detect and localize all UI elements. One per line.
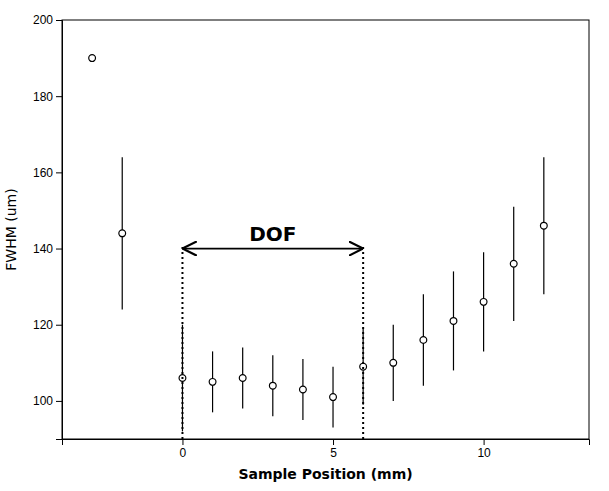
point — [510, 260, 517, 267]
tick: 100 — [33, 394, 62, 408]
series — [89, 55, 547, 432]
point — [89, 55, 96, 62]
point — [209, 378, 216, 385]
y-axis-title: FWHM (um) — [3, 188, 19, 270]
tick-label: 180 — [33, 90, 53, 104]
tick-label: 0 — [180, 446, 187, 460]
point — [450, 318, 457, 325]
tick-mark — [182, 439, 183, 445]
tick-label: 5 — [330, 446, 337, 460]
plot-frame — [62, 20, 589, 439]
dof-boundary — [181, 245, 183, 439]
axis-line — [63, 440, 590, 446]
point — [540, 222, 547, 229]
tick: 0 — [180, 439, 187, 460]
tick-label: 160 — [33, 166, 53, 180]
point — [480, 298, 487, 305]
tick-label: 200 — [33, 13, 53, 27]
point — [420, 337, 427, 344]
point — [300, 386, 307, 393]
point — [119, 230, 126, 237]
x-axis: 0 5 10 — [63, 439, 590, 460]
tick: 10 — [477, 439, 491, 460]
annotations: DOF — [182, 222, 363, 439]
tick-mark — [56, 96, 62, 97]
tick-mark — [333, 439, 334, 445]
tick: 140 — [33, 242, 62, 256]
plot: 0 5 10 100 120 140 160 180 200 DOF — [33, 13, 590, 459]
point — [239, 375, 246, 382]
tick-mark — [56, 172, 62, 173]
tick-label: 10 — [477, 446, 491, 460]
y-axis: 100 120 140 160 180 200 — [33, 13, 63, 439]
point — [269, 382, 276, 389]
tick-mark — [56, 325, 62, 326]
tick-mark — [56, 20, 62, 21]
dof-boundary — [362, 245, 364, 439]
marks — [89, 55, 547, 432]
tick: 120 — [33, 318, 62, 332]
tick: 200 — [33, 13, 62, 27]
chart: 0 5 10 100 120 140 160 180 200 DOF Sample Position… — [0, 0, 609, 491]
dof-arrow — [182, 248, 363, 250]
tick: 160 — [33, 166, 62, 180]
tick-label: 140 — [33, 242, 53, 256]
tick-label: 120 — [33, 318, 53, 332]
tick-label: 100 — [33, 394, 53, 408]
dof-label: DOF — [249, 222, 296, 246]
tick-mark — [56, 401, 62, 402]
tick: 5 — [330, 439, 337, 460]
point — [330, 394, 337, 401]
axis-line — [56, 21, 63, 440]
x-axis-title: Sample Position (mm) — [238, 466, 412, 482]
tick-mark — [484, 439, 485, 445]
tick: 180 — [33, 90, 62, 104]
point — [390, 359, 397, 366]
tick-mark — [56, 249, 62, 250]
